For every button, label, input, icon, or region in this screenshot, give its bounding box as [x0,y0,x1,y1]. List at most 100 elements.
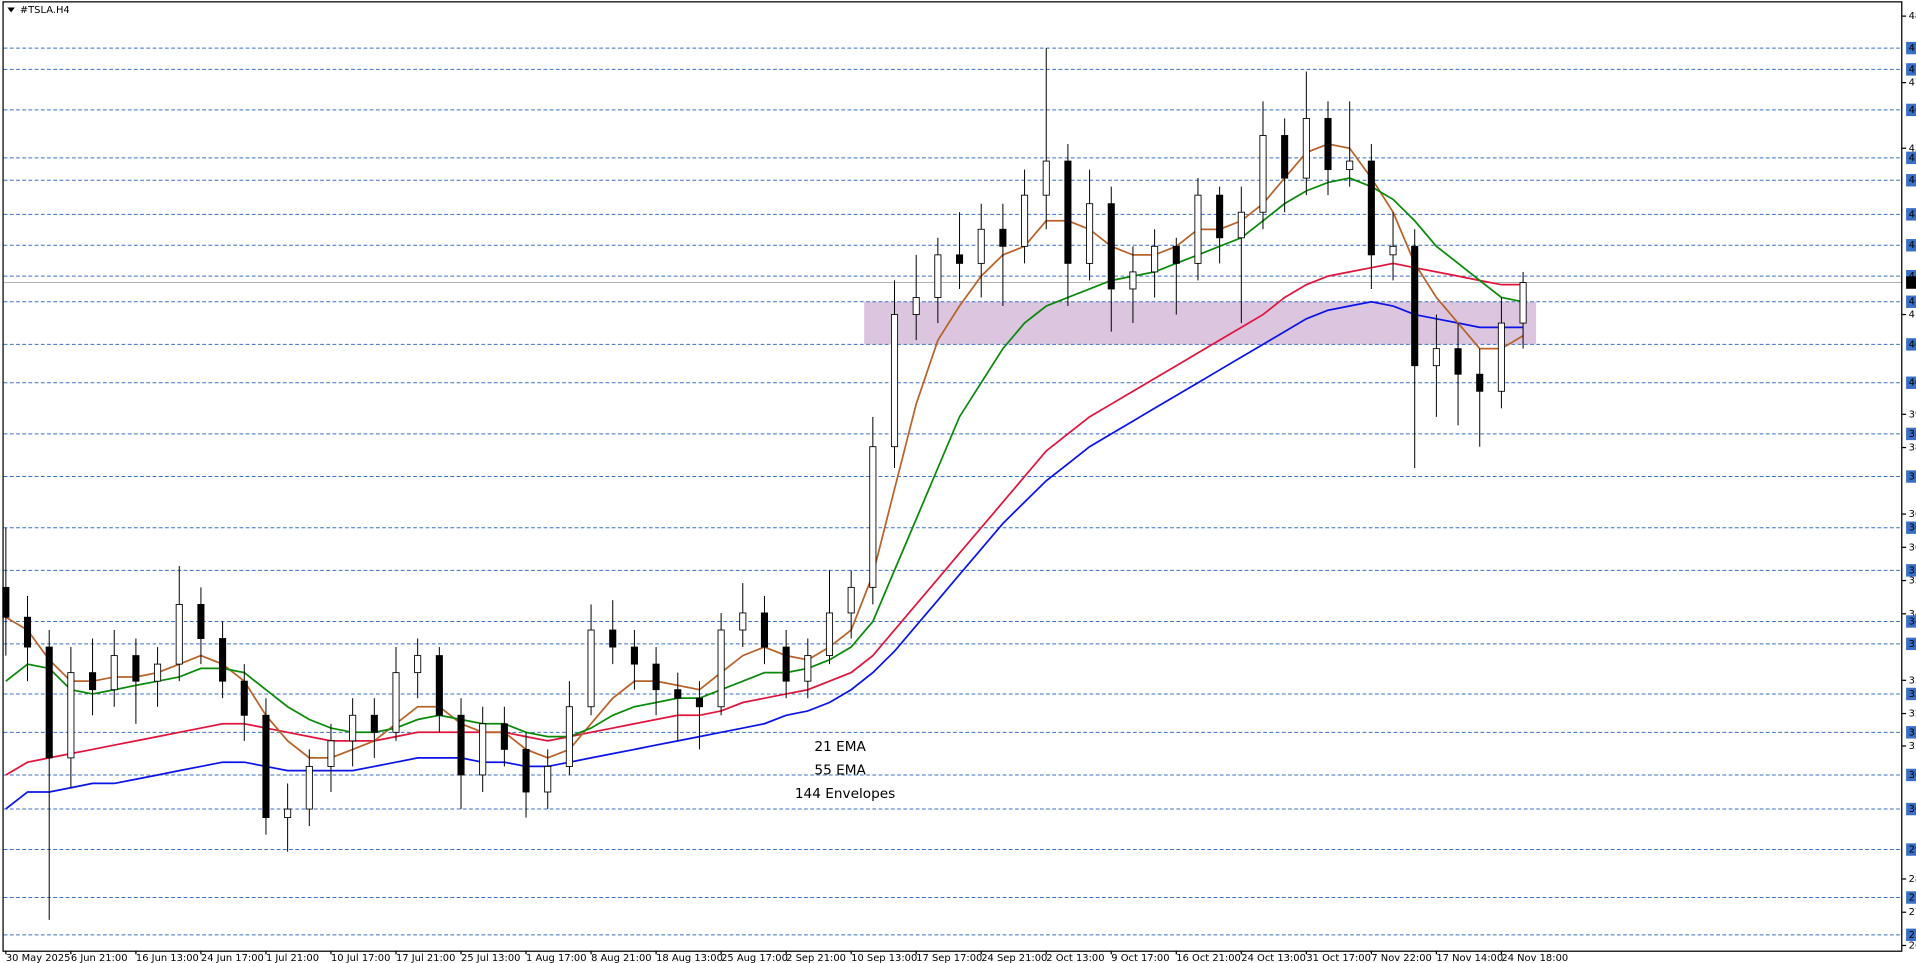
y-tick-label: 455.00 [1909,143,1916,154]
level-label-bg [1906,63,1916,76]
candle-body [175,603,183,665]
level-label: 452.75 [1909,153,1916,164]
candle-body [1346,160,1354,171]
candle-body [565,706,573,767]
level-label-bg [1906,726,1916,739]
candle-body [1389,245,1397,256]
level-label-bg [1906,891,1916,904]
candle-body [1042,160,1050,196]
candle-body [305,765,313,810]
level-label: 400.00 [1909,378,1916,389]
level-label: 318.00 [1909,727,1916,738]
candle-body [45,646,53,759]
level-label: 473.50 [1909,64,1916,75]
y-tick-label: 345.80 [1909,609,1916,620]
candle-body [782,646,790,682]
y-tick-label: 268.00 [1909,940,1916,951]
level-label-bg [1906,208,1916,221]
y-tick-label: 314.80 [1909,741,1916,752]
x-tick-label: 9 Oct 17:00 [1111,953,1169,963]
candle-body [240,680,248,716]
y-tick-label: 470.40 [1909,78,1916,89]
level-label: 378.00 [1909,472,1916,483]
candle-body [1172,245,1180,264]
x-tick-label: 1 Aug 17:00 [526,953,587,963]
x-tick-label: 1 Jul 21:00 [266,953,319,963]
y-tick-label: 486.00 [1909,11,1916,22]
level-label: 388.00 [1909,429,1916,440]
candle-body [1237,211,1245,239]
level-label-bg [1906,768,1916,782]
envelope-lower [5,300,1524,810]
candle-body [1194,194,1202,264]
level-label: 366.00 [1909,523,1916,534]
level-label-bg [1906,376,1916,389]
x-tick-label: 10 Jul 17:00 [331,953,390,963]
level-label-bg [1906,269,1916,283]
level-label-bg [1906,103,1916,117]
annotation: 55 EMA [814,763,866,779]
y-tick-label: 330.20 [1909,675,1916,686]
x-tick-label: 24 Jun 17:00 [201,953,264,963]
envelope-upper [5,262,1524,776]
candle-body [1411,245,1419,367]
level-label-bg [1906,239,1916,252]
annotation: 144 Envelopes [795,786,895,802]
level-label: 447.50 [1909,175,1916,186]
x-tick-label: 17 Jul 21:00 [396,953,455,963]
candle-body [1216,194,1224,239]
x-tick-label: 31 Oct 17:00 [1306,953,1371,963]
x-tick-label: 18 Aug 13:00 [656,953,723,963]
candle-body [500,723,508,750]
candle-body [197,603,205,639]
candle-body [1497,322,1505,392]
candle-body [587,629,595,708]
candle-body [1281,135,1289,179]
level-label-bg [1906,687,1916,701]
y-tick-label: 275.80 [1909,907,1916,918]
x-tick-label: 17 Nov 14:00 [1436,953,1503,963]
level-label-bg [1906,470,1916,483]
candle-body [1302,118,1310,179]
candle-body [630,646,638,665]
level-label: 439.50 [1909,209,1916,220]
candle-body [934,254,942,298]
x-tick-label: 30 May 2025 [6,953,71,963]
y-tick-label: 392.60 [1909,409,1916,420]
candle-body [1454,348,1462,375]
candle-body [479,723,487,776]
level-label: 290.50 [1909,845,1916,856]
candle-body [457,714,465,776]
candle-body [739,612,747,631]
candle-body [435,655,443,716]
y-tick-label: 369.20 [1909,509,1916,520]
candle-body [370,714,378,733]
candle-body [1259,135,1267,213]
plot-frame [2,1,1903,952]
candle-body [1476,373,1484,392]
x-tick-label: 8 Aug 21:00 [591,953,651,963]
level-label: 327.00 [1909,689,1916,700]
candle-body [327,740,335,767]
candle-body [219,638,227,682]
x-tick-label: 24 Oct 13:00 [1241,953,1306,963]
candle-body [262,714,270,819]
candle-body [890,314,899,448]
level-label-bg [1906,151,1916,165]
y-tick-label: 384.80 [1909,443,1916,454]
candle-body [154,663,162,682]
candle-body [609,629,617,648]
x-tick-label: 16 Jun 13:00 [136,953,199,963]
level-label: 344.00 [1909,616,1916,627]
x-tick-label: 2 Oct 13:00 [1046,953,1104,963]
level-label: 478.50 [1909,43,1916,54]
x-tick-label: 17 Sep 17:00 [916,953,982,963]
level-label-bg [1906,427,1916,441]
candle-body [392,672,400,733]
level-label-bg [1906,564,1916,577]
y-tick-label: 322.40 [1909,709,1916,720]
candle-body [869,446,877,588]
level-label-bg [1906,521,1916,534]
x-tick-label: 6 Jun 21:00 [71,953,128,963]
